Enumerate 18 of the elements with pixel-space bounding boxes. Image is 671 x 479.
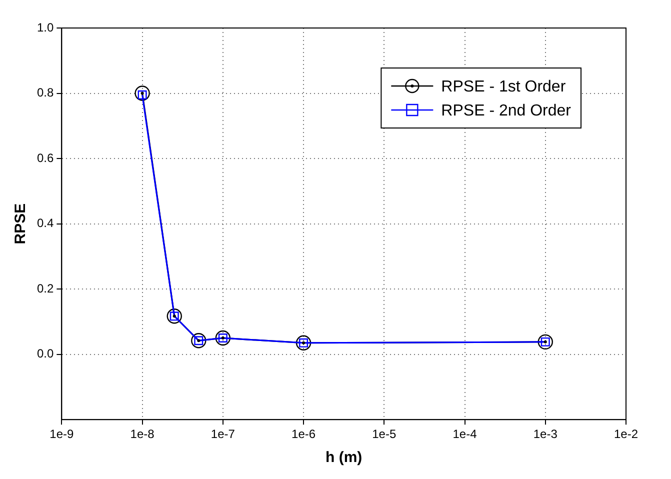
y-tick-label: 0.8	[36, 86, 54, 100]
x-tick-label: 1e-6	[292, 427, 316, 442]
x-tick-label: 1e-9	[50, 427, 74, 442]
x-axis-title: h (m)	[326, 449, 362, 466]
y-tick-label: 1.0	[36, 20, 54, 34]
x-tick-label: 1e-3	[533, 427, 558, 442]
y-tick-label: 0.0	[36, 346, 54, 361]
x-tick-label: 1e-8	[130, 427, 155, 442]
x-tick-label: 1e-2	[614, 427, 638, 442]
legend-label: RPSE - 2nd Order	[441, 102, 572, 120]
x-tick-label: 1e-7	[210, 427, 236, 442]
x-tick-label: 1e-5	[372, 427, 396, 442]
y-tick-label: 0.2	[36, 281, 54, 296]
y-axis-title: RPSE	[12, 203, 30, 244]
y-tick-label: 0.4	[36, 216, 54, 230]
y-tick-label: 0.6	[36, 150, 54, 165]
legend-label: RPSE - 1st Order	[441, 78, 566, 96]
x-tick-label: 1e-4	[452, 427, 478, 442]
